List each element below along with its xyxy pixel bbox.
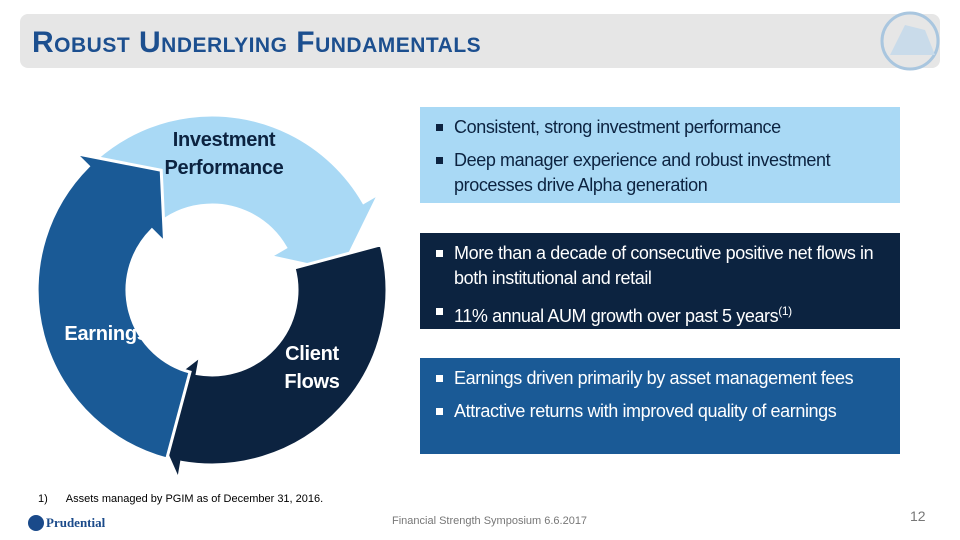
info-box: Earnings driven primarily by asset manag… bbox=[420, 358, 900, 454]
bullet-text: Consistent, strong investment performanc… bbox=[454, 117, 781, 137]
cycle-label-line: Flows bbox=[284, 371, 339, 393]
info-box: Consistent, strong investment performanc… bbox=[420, 107, 900, 203]
footer-logo: Prudential bbox=[46, 515, 106, 530]
footer-event: Financial Strength Symposium 6.6.2017 bbox=[392, 515, 588, 527]
bullet: Consistent, strong investment performanc… bbox=[434, 115, 886, 140]
cycle-arrow bbox=[141, 242, 389, 486]
cycle-label-line: Investment bbox=[173, 129, 276, 151]
bullet: Attractive returns with improved quality… bbox=[434, 399, 886, 424]
corner-logo bbox=[880, 11, 940, 71]
title-bar bbox=[20, 14, 940, 68]
bullet-text: Earnings driven primarily by asset manag… bbox=[454, 368, 854, 388]
footnote: 1) Assets managed by PGIM as of December … bbox=[38, 493, 341, 505]
bullet-text: Deep manager experience and robust inves… bbox=[454, 150, 831, 195]
footnote-ref: (1) bbox=[778, 304, 792, 318]
bullet-text: More than a decade of consecutive positi… bbox=[454, 243, 874, 288]
corner-logo-rock bbox=[890, 25, 935, 55]
cycle-label: Client Flows bbox=[284, 343, 339, 393]
cycle-label-line: Performance bbox=[165, 157, 284, 179]
bullet: Deep manager experience and robust inves… bbox=[434, 148, 886, 198]
cycle-label-line: Client bbox=[285, 343, 339, 365]
footnote-number: 1) bbox=[38, 493, 48, 505]
bullet: 11% annual AUM growth over past 5 years(… bbox=[434, 299, 886, 329]
bullet-text: Attractive returns with improved quality… bbox=[454, 401, 837, 421]
page-number: 12 bbox=[910, 508, 926, 524]
footnote-text: Assets managed by PGIM as of December 31… bbox=[65, 493, 324, 505]
bullet-list: Consistent, strong investment performanc… bbox=[434, 115, 886, 198]
cycle-label: Earnings bbox=[64, 323, 147, 345]
bullet: Earnings driven primarily by asset manag… bbox=[434, 366, 886, 391]
bullet-text: 11% annual AUM growth over past 5 years bbox=[454, 306, 779, 326]
cycle-arrow bbox=[35, 151, 192, 461]
footer-logo-mark bbox=[28, 515, 44, 531]
info-box: More than a decade of consecutive positi… bbox=[420, 233, 900, 329]
title: Robust Underlying Fundamentals bbox=[32, 26, 482, 59]
cycle-label: Investment Performance bbox=[165, 129, 284, 179]
bullet-list: Earnings driven primarily by asset manag… bbox=[434, 366, 886, 424]
bullet-list: More than a decade of consecutive positi… bbox=[434, 241, 886, 329]
bullet: More than a decade of consecutive positi… bbox=[434, 241, 886, 291]
